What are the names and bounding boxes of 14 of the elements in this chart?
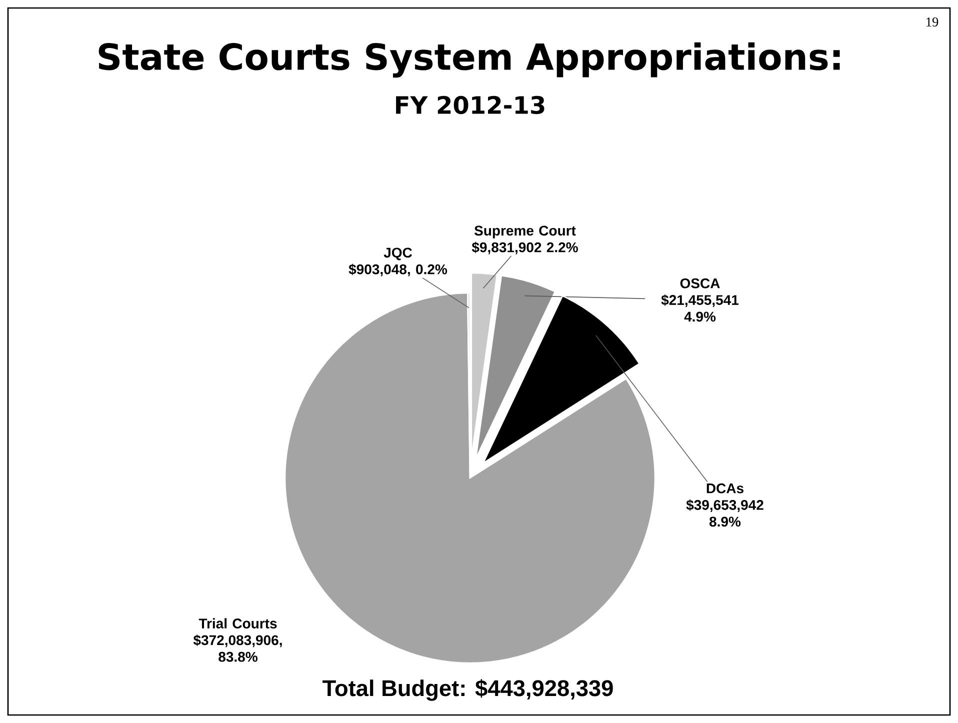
text: 19 xyxy=(926,18,938,26)
slice-label: Trial Courts xyxy=(198,618,277,628)
slice-label: OSCA xyxy=(680,278,720,288)
chart-subtitle: FY 2012-13 xyxy=(396,96,544,114)
slice-label: JQC xyxy=(384,248,412,260)
slice-label: Supreme Court xyxy=(474,226,576,238)
chart-title: State Courts System Appropriations: xyxy=(98,42,840,78)
data-label: $21,455,541 4.9% xyxy=(661,294,739,322)
data-label: $39,653,942 8.9% xyxy=(686,499,764,527)
text: Total Budget: $443,928,339 xyxy=(322,679,613,701)
data-label: $9,831,902 2.2% xyxy=(472,242,578,254)
data-label: $372,083,906, 83.8% xyxy=(193,634,282,662)
slice-label: DCAs xyxy=(706,483,744,494)
data-label: $903,048, 0.2% xyxy=(348,264,448,276)
